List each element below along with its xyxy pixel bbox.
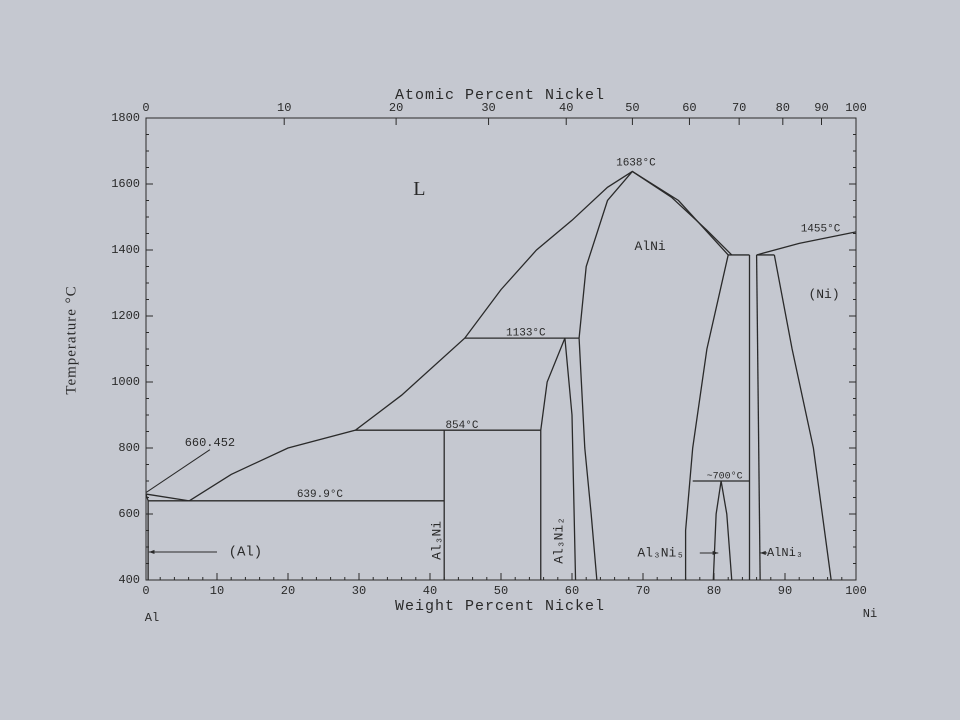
phase-boundary bbox=[684, 254, 729, 580]
x-tick-label: 90 bbox=[778, 584, 792, 598]
phase-boundary bbox=[773, 254, 832, 581]
x-tick-label: 80 bbox=[707, 584, 721, 598]
x2-tick-label: 0 bbox=[142, 101, 149, 115]
x2-tick-label: 50 bbox=[625, 101, 639, 115]
region-label: (Al) bbox=[229, 545, 263, 561]
region-label: (Ni) bbox=[808, 287, 839, 302]
x2-tick-label: 70 bbox=[732, 101, 746, 115]
y-tick-label: 600 bbox=[118, 507, 140, 521]
phase-boundary bbox=[188, 170, 733, 502]
region-label: Al₃Ni₂ bbox=[552, 517, 567, 564]
phase-boundary bbox=[632, 170, 729, 256]
x-tick-label: 20 bbox=[281, 584, 295, 598]
phase-boundary bbox=[712, 480, 733, 581]
x-end-label: Ni bbox=[863, 607, 877, 621]
region-label: Al₃Ni bbox=[430, 521, 445, 560]
region-label: 1638°C bbox=[616, 157, 656, 169]
phase-boundary bbox=[540, 337, 566, 580]
region-label: 660.452 bbox=[185, 436, 235, 450]
x2-tick-label: 30 bbox=[481, 101, 495, 115]
x-tick-label: 40 bbox=[423, 584, 437, 598]
phase-boundary bbox=[756, 231, 857, 256]
y-tick-label: 1000 bbox=[111, 375, 140, 389]
y-axis-title: Temperature °C bbox=[63, 285, 79, 394]
arrow-head bbox=[760, 550, 766, 555]
x2-tick-label: 100 bbox=[845, 101, 867, 115]
x2-tick-label: 20 bbox=[389, 101, 403, 115]
phase-boundary bbox=[145, 493, 190, 502]
x-axis-title: Weight Percent Nickel bbox=[395, 598, 605, 615]
x-tick-label: 60 bbox=[565, 584, 579, 598]
region-label: L bbox=[413, 178, 425, 200]
x-tick-label: 30 bbox=[352, 584, 366, 598]
phase-boundary bbox=[755, 254, 761, 581]
x2-tick-label: 90 bbox=[814, 101, 828, 115]
region-label: Al₃Ni₅ bbox=[637, 545, 684, 560]
region-label: AlNi bbox=[634, 239, 665, 254]
x-tick-label: 50 bbox=[494, 584, 508, 598]
y-tick-label: 1200 bbox=[111, 309, 140, 323]
phase-boundary bbox=[578, 171, 633, 339]
region-label: 639.9°C bbox=[297, 489, 344, 501]
x2-tick-label: 80 bbox=[776, 101, 790, 115]
x-tick-label: 10 bbox=[210, 584, 224, 598]
phase-boundary bbox=[145, 493, 149, 580]
x-tick-label: 70 bbox=[636, 584, 650, 598]
x2-tick-label: 40 bbox=[559, 101, 573, 115]
x2-tick-label: 60 bbox=[682, 101, 696, 115]
x-tick-label: 100 bbox=[845, 584, 867, 598]
x2-tick-label: 10 bbox=[277, 101, 291, 115]
x-start-label: Al bbox=[145, 611, 159, 625]
leader-line bbox=[145, 449, 211, 493]
phase-boundary bbox=[578, 338, 598, 581]
region-label: ~700°C bbox=[707, 471, 743, 483]
x-tick-label: 0 bbox=[142, 584, 149, 598]
region-label: 854°C bbox=[445, 420, 478, 432]
top-axis-title: Atomic Percent Nickel bbox=[395, 87, 605, 104]
region-label: 1455°C bbox=[801, 223, 841, 235]
y-tick-label: 1400 bbox=[111, 243, 140, 257]
arrow-head bbox=[712, 550, 719, 555]
y-tick-label: 1800 bbox=[111, 111, 140, 125]
region-label: AlNi₃ bbox=[767, 546, 803, 560]
y-tick-label: 1600 bbox=[111, 177, 140, 191]
y-tick-label: 400 bbox=[118, 573, 140, 587]
phase-boundary bbox=[564, 338, 577, 581]
y-tick-label: 800 bbox=[118, 441, 140, 455]
region-label: 1133°C bbox=[506, 327, 546, 339]
arrow-head bbox=[148, 549, 155, 555]
